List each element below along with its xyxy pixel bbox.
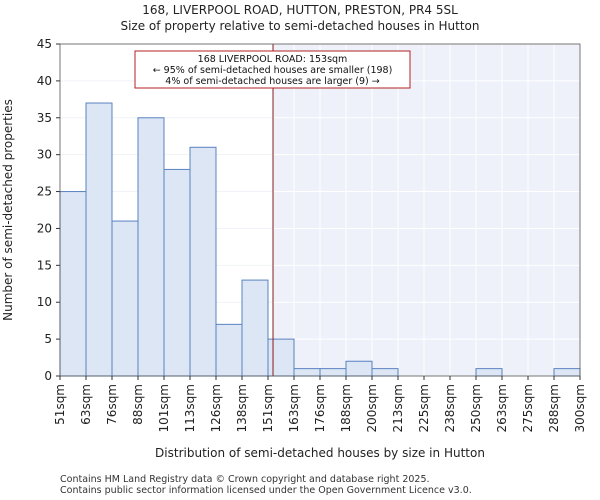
x-tick-label: 76sqm (105, 384, 119, 425)
histogram-bar (241, 279, 269, 377)
y-tick-label: 10 (37, 295, 52, 309)
x-tick-label: 163sqm (287, 384, 301, 432)
histogram-bar (553, 368, 581, 377)
x-tick-label: 238sqm (443, 384, 457, 432)
x-tick-label: 263sqm (495, 384, 509, 432)
histogram-bar (475, 368, 503, 377)
histogram-bar (293, 368, 321, 377)
chart-subtitle: Size of property relative to semi-detach… (120, 19, 480, 33)
x-axis-label: Distribution of semi-detached houses by … (155, 446, 485, 460)
x-tick-label: 113sqm (183, 384, 197, 432)
histogram-bar (59, 191, 87, 377)
y-tick-label: 25 (37, 185, 52, 199)
x-tick-label: 101sqm (157, 384, 171, 432)
histogram-bar (111, 220, 139, 377)
x-tick-label: 176sqm (313, 384, 327, 432)
x-tick-label: 151sqm (261, 384, 275, 432)
histogram-bar (189, 146, 217, 377)
x-tick-label: 200sqm (365, 384, 379, 432)
y-tick-label: 15 (37, 258, 52, 272)
x-axis-ticks: 51sqm 63sqm 76sqm 88sqm 101sqm 113sqm 126sqm 13… (53, 376, 587, 432)
histogram-bar (85, 102, 113, 377)
annotation-line-2: ← 95% of semi-detached houses are smalle… (153, 65, 393, 76)
histogram-bar (215, 323, 243, 377)
histogram-bar (345, 360, 373, 377)
footer-licence: Contains public sector information licen… (60, 485, 472, 496)
histogram-bar (137, 117, 165, 377)
y-tick-label: 0 (44, 369, 52, 383)
bars (59, 102, 581, 377)
chart-title: 168, LIVERPOOL ROAD, HUTTON, PRESTON, PR… (142, 3, 458, 17)
y-tick-label: 40 (37, 74, 52, 88)
histogram-bar (319, 368, 347, 377)
y-axis-label: Number of semi-detached properties (1, 99, 15, 321)
x-tick-label: 300sqm (573, 384, 587, 432)
annotation-line-3: 4% of semi-detached houses are larger (9… (165, 76, 379, 87)
annotation-box (134, 50, 411, 89)
y-tick-label: 5 (44, 332, 52, 346)
x-tick-label: 225sqm (417, 384, 431, 432)
marker-annotation: 168 LIVERPOOL ROAD: 153sqm ← 95% of semi… (134, 50, 411, 89)
larger-properties-region (273, 44, 580, 376)
x-tick-label: 126sqm (209, 384, 223, 432)
x-tick-label: 138sqm (235, 384, 249, 432)
histogram-bar (267, 338, 295, 377)
x-tick-label: 288sqm (547, 384, 561, 432)
x-tick-label: 213sqm (391, 384, 405, 432)
y-tick-label: 45 (37, 37, 52, 51)
x-tick-label: 275sqm (521, 384, 535, 432)
y-tick-label: 20 (37, 221, 52, 235)
x-tick-label: 188sqm (339, 384, 353, 432)
y-tick-label: 35 (37, 111, 52, 125)
x-tick-label: 88sqm (131, 384, 145, 425)
x-tick-label: 250sqm (469, 384, 483, 432)
footer-copyright: Contains HM Land Registry data © Crown c… (60, 474, 430, 485)
x-tick-label: 51sqm (53, 384, 67, 425)
y-tick-label: 30 (37, 148, 52, 162)
annotation-line-1: 168 LIVERPOOL ROAD: 153sqm (198, 54, 348, 65)
histogram-bar (371, 368, 399, 377)
y-axis-ticks: 0 5 10 15 20 25 30 35 40 45 (37, 37, 60, 383)
x-tick-label: 63sqm (79, 384, 93, 425)
histogram-bar (163, 168, 191, 377)
